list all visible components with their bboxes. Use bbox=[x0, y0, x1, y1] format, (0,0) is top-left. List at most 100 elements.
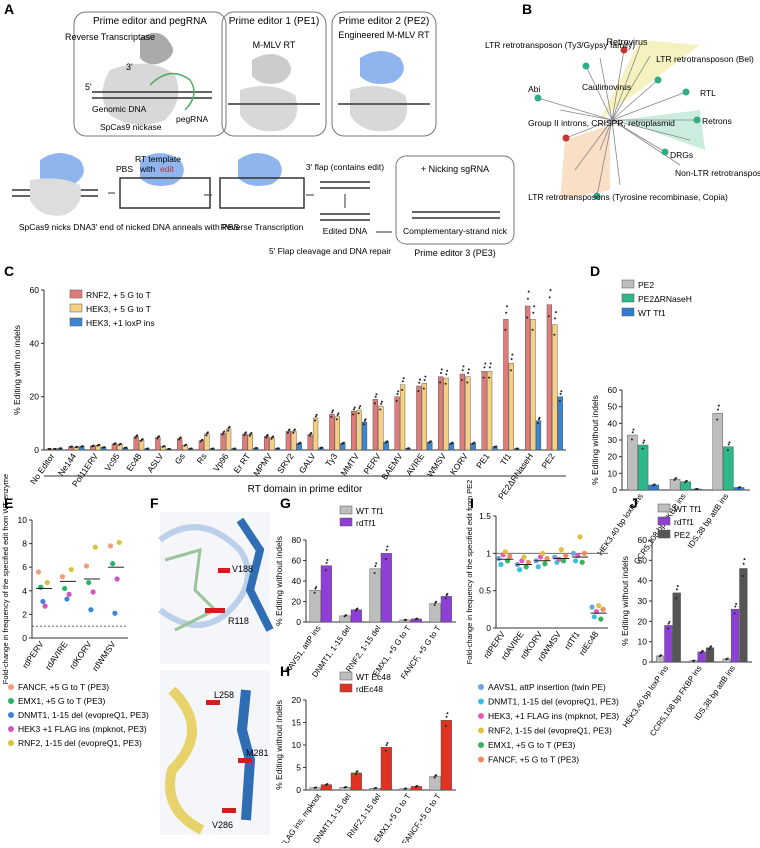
bar bbox=[508, 363, 514, 451]
replicate-point bbox=[265, 436, 268, 439]
y-tick-label: 30 bbox=[608, 435, 618, 445]
tree-branch bbox=[611, 119, 621, 186]
data-point bbox=[560, 558, 567, 564]
replicate-point bbox=[505, 311, 508, 314]
replicate-point bbox=[558, 399, 561, 402]
replicate-point bbox=[54, 447, 57, 450]
x-tick-label: AVIRE bbox=[404, 451, 427, 477]
bar bbox=[351, 411, 357, 451]
replicate-point bbox=[641, 447, 644, 450]
legend-entry: DNMT1, 1-15 del (evopreQ1, PE3) bbox=[18, 710, 149, 720]
y-tick-label: 10 bbox=[638, 637, 648, 647]
data-point bbox=[581, 550, 588, 556]
data-point bbox=[83, 563, 90, 569]
data-point bbox=[542, 561, 548, 567]
data-point bbox=[90, 589, 96, 595]
replicate-point bbox=[495, 445, 498, 448]
tree-branch bbox=[611, 91, 687, 121]
replicate-point bbox=[429, 440, 432, 443]
replicate-point bbox=[223, 430, 226, 433]
data-point bbox=[598, 616, 604, 622]
replicate-point bbox=[446, 592, 449, 595]
y-tick-label: 50 bbox=[608, 402, 618, 412]
legend-entry: PE2 bbox=[638, 280, 654, 290]
replicate-point bbox=[308, 434, 311, 437]
replicate-point bbox=[185, 443, 188, 446]
panel-a-letter: A bbox=[4, 1, 14, 17]
group2-label: Group II introns, CRISPR, retroplasmid bbox=[528, 118, 675, 128]
replicate-point bbox=[444, 724, 447, 727]
bar bbox=[637, 444, 649, 491]
bar bbox=[247, 434, 253, 451]
legend-entry: AAVS1, attP insertion (twin PE) bbox=[488, 682, 606, 692]
replicate-point bbox=[357, 412, 360, 415]
replicate-point bbox=[92, 444, 95, 447]
data-point bbox=[517, 567, 523, 573]
replicate-point bbox=[114, 442, 117, 445]
replicate-point bbox=[632, 428, 635, 431]
tree-branch bbox=[611, 45, 641, 121]
replicate-point bbox=[676, 584, 679, 587]
bar bbox=[429, 776, 441, 791]
replicate-point bbox=[277, 447, 280, 450]
tree-branch bbox=[599, 119, 613, 151]
replicate-point bbox=[461, 369, 464, 372]
replicate-point bbox=[401, 380, 404, 383]
y-tick-label: 15 bbox=[292, 718, 302, 728]
data-point bbox=[110, 561, 116, 567]
replicate-point bbox=[384, 749, 387, 752]
replicate-point bbox=[359, 405, 362, 407]
replicate-point bbox=[337, 412, 340, 415]
bar bbox=[730, 608, 740, 663]
replicate-point bbox=[408, 447, 411, 450]
x-tick-label: Gs bbox=[173, 451, 187, 466]
panel-i-letter: I bbox=[470, 495, 474, 511]
replicate-point bbox=[554, 317, 557, 320]
bar bbox=[285, 431, 292, 451]
bar bbox=[264, 436, 270, 451]
panel-j-letter: J bbox=[630, 495, 638, 511]
replicate-point bbox=[315, 413, 318, 416]
replicate-point bbox=[179, 436, 182, 439]
y-tick-label: 20 bbox=[608, 452, 618, 462]
replicate-point bbox=[423, 379, 426, 381]
x-tick-label: ASLV bbox=[145, 451, 165, 474]
legend-swatch bbox=[339, 671, 353, 681]
bar bbox=[465, 376, 471, 451]
legend-swatch bbox=[621, 293, 635, 303]
x-tick-label: WMSV bbox=[425, 451, 449, 479]
replicate-point bbox=[250, 431, 253, 434]
flap-label: 3' flap (contains edit) bbox=[306, 162, 384, 172]
replicate-point bbox=[460, 379, 463, 382]
replicate-point bbox=[325, 561, 328, 564]
replicate-point bbox=[374, 565, 377, 568]
pe1-box-title: Prime editor 1 (PE1) bbox=[229, 16, 320, 27]
legend-entry: WT Tf1 bbox=[674, 504, 702, 514]
bar bbox=[429, 603, 441, 623]
replicate-point bbox=[675, 477, 678, 480]
x-tick-label: HEK3,40 bp loxP ins bbox=[596, 492, 645, 557]
panel-c-letter: C bbox=[4, 263, 14, 279]
replicate-point bbox=[422, 387, 425, 390]
y-tick-label: 10 bbox=[18, 515, 28, 525]
replicate-point bbox=[163, 445, 166, 448]
replicate-point bbox=[270, 437, 273, 440]
replicate-point bbox=[728, 441, 731, 444]
non-ltr-label: Non-LTR retrotransposons bbox=[675, 168, 760, 178]
replicate-point bbox=[299, 441, 302, 444]
ltr-bel-label: LTR retrotransposon (Bel) bbox=[656, 54, 754, 64]
y-tick-label: 1.5 bbox=[479, 511, 491, 521]
y-tick-label: 20 bbox=[638, 616, 648, 626]
legend-entry: rdEc48 bbox=[356, 684, 383, 694]
replicate-point bbox=[467, 372, 470, 374]
bar bbox=[380, 553, 392, 623]
replicate-point bbox=[667, 622, 670, 625]
y-axis-label: Fold-change in frequency of the specifie… bbox=[1, 474, 10, 684]
bar bbox=[459, 373, 466, 451]
y-axis-label: % Editing without indels bbox=[274, 700, 284, 790]
rt-domain-axis-title: RT domain in prime editor bbox=[248, 484, 363, 495]
replicate-point bbox=[321, 446, 324, 449]
replicate-point bbox=[227, 429, 230, 432]
